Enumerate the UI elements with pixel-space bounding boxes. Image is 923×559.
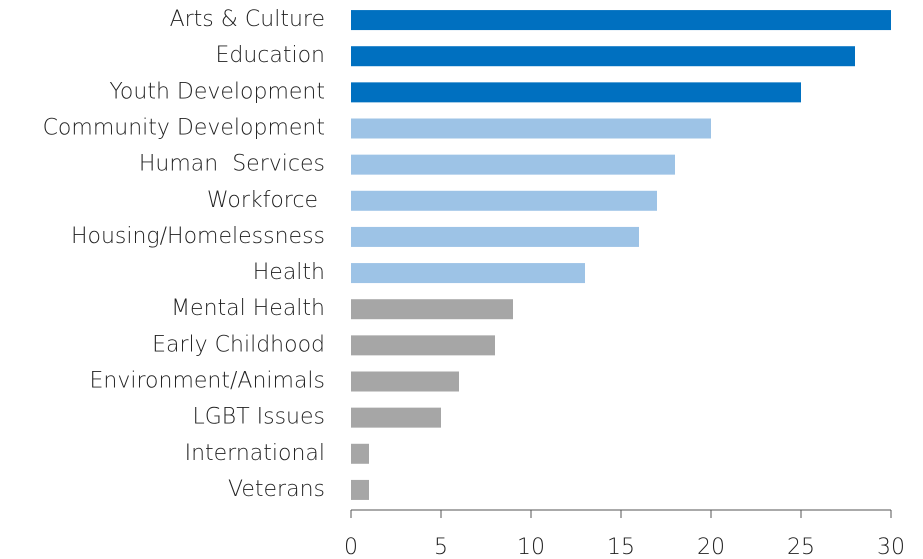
x-tick-label: 5 — [434, 535, 448, 559]
y-tick-label: LGBT Issues — [193, 405, 326, 430]
x-tick-label: 30 — [877, 535, 905, 559]
bar — [351, 407, 441, 428]
y-tick-label: Workforce — [207, 188, 325, 213]
y-tick-label: Health — [253, 260, 325, 285]
bar — [351, 190, 657, 211]
bar — [351, 82, 801, 103]
y-tick-label: Human Services — [139, 152, 325, 177]
bar — [351, 46, 855, 67]
y-tick-label: International — [185, 441, 325, 466]
bar — [351, 371, 459, 392]
y-tick-label: Environment/Animals — [90, 369, 325, 394]
bar — [351, 154, 675, 175]
x-tick-label: 15 — [607, 535, 635, 559]
y-tick-label: Veterans — [228, 477, 325, 502]
x-tick-label: 10 — [517, 535, 545, 559]
y-tick-label: Mental Health — [171, 296, 325, 321]
bar — [351, 443, 369, 464]
y-tick-label: Housing/Homelessness — [71, 224, 325, 249]
x-tick-label: 0 — [344, 535, 358, 559]
y-tick-label: Community Development — [43, 116, 325, 141]
x-tick-label: 25 — [787, 535, 815, 559]
bar — [351, 299, 513, 320]
y-tick-label: Youth Development — [109, 79, 325, 104]
bar — [351, 335, 495, 356]
y-tick-label: Early Childhood — [152, 332, 325, 357]
bar — [351, 479, 369, 500]
x-tick-label: 20 — [697, 535, 725, 559]
bar — [351, 263, 585, 284]
bar — [351, 118, 711, 139]
bar — [351, 10, 891, 31]
bar — [351, 226, 639, 247]
y-tick-label: Arts & Culture — [170, 7, 325, 32]
y-tick-label: Education — [215, 43, 325, 68]
